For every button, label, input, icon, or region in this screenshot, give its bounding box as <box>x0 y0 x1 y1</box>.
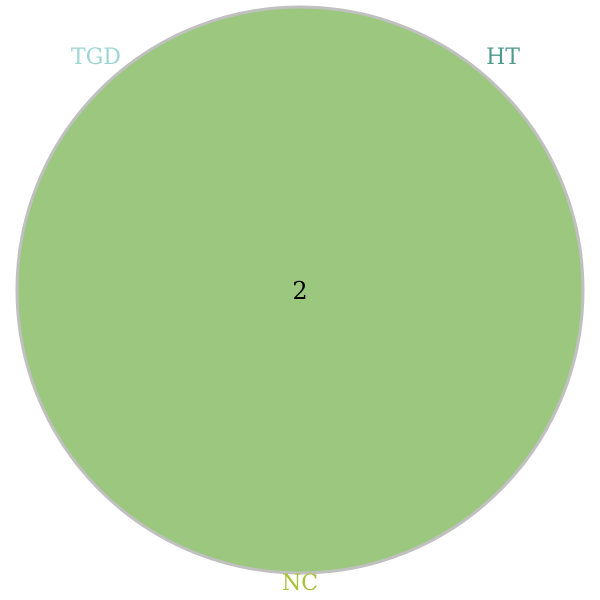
region-count-tgd-ht-nc: 2 <box>292 277 307 305</box>
set-label-ht: HT <box>486 45 520 70</box>
set-label-tgd: TGD <box>71 45 121 70</box>
venn-circle-all-sets <box>15 5 585 575</box>
set-label-nc: NC <box>282 571 318 596</box>
